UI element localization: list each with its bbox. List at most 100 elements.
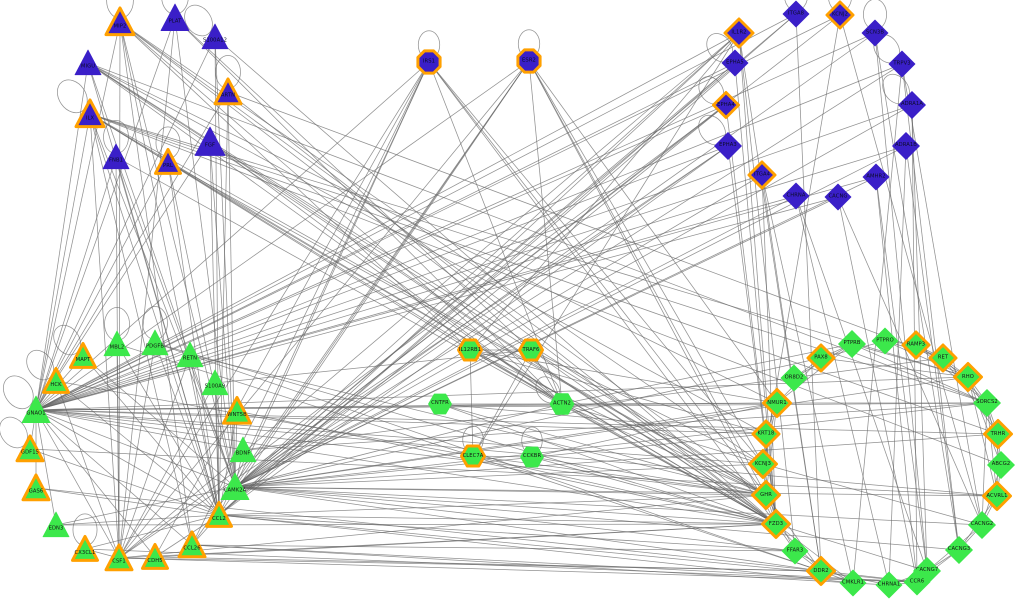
graph-edge <box>118 494 767 559</box>
graph-node-wnt5b[interactable]: WNT5B <box>219 393 256 430</box>
graph-node-traf6[interactable]: TRAF6 <box>516 335 547 366</box>
graph-node-epha4[interactable]: EPHA4 <box>710 89 743 122</box>
graph-node-irs1[interactable]: IRS1 <box>413 46 445 78</box>
graph-node-il1r2[interactable]: IL1R2 <box>721 15 757 51</box>
graph-node-esr2[interactable]: ESR2 <box>513 45 545 77</box>
self-loop-edge <box>3 375 34 410</box>
graph-node-chrna1[interactable]: CHRNA1 <box>874 570 904 600</box>
graph-edge <box>234 402 988 488</box>
graph-edge <box>528 60 764 465</box>
graph-node-kcnj2[interactable]: KCNJ2 <box>823 0 857 32</box>
graph-edge <box>35 409 220 516</box>
graph-edge <box>191 544 918 583</box>
graph-edge <box>234 376 969 488</box>
graph-node-abcg2[interactable]: ABCG2 <box>986 450 1017 481</box>
graph-node-itga8[interactable]: ITGA8 <box>781 0 811 29</box>
graph-node-epha5[interactable]: EPHA5 <box>720 48 750 78</box>
graph-node-plat[interactable]: PLAT <box>158 1 192 35</box>
graph-node-prl[interactable]: PRL <box>151 145 186 180</box>
graph-edge <box>189 354 767 496</box>
graph-edge <box>35 63 903 411</box>
graph-node-actn2[interactable]: ACTN2 <box>548 390 576 418</box>
graph-edge <box>35 409 764 465</box>
graph-edge <box>734 62 777 525</box>
graph-node-retn[interactable]: RETN <box>174 339 206 371</box>
graph-node-fgf[interactable]: FGF <box>192 124 228 160</box>
graph-edge <box>234 486 777 525</box>
graph-edge <box>35 113 91 411</box>
graph-node-ilx[interactable]: ILX <box>71 95 109 133</box>
graph-node-chrna[interactable]: CHRNA <box>781 181 811 211</box>
graph-node-adra1b[interactable]: ADRA1B <box>891 131 922 162</box>
graph-edge <box>469 349 474 457</box>
graph-edge <box>118 342 156 559</box>
graph-node-mip2[interactable]: MIP2 <box>101 3 139 41</box>
graph-node-trpv3[interactable]: TRPV3 <box>887 49 917 79</box>
graph-node-ptpro[interactable]: PTPRO <box>870 326 900 356</box>
graph-node-pax8[interactable]: PAX8 <box>804 341 838 375</box>
graph-node-ccl26[interactable]: CCL26 <box>174 527 210 563</box>
graph-edge <box>55 380 220 516</box>
graph-edge <box>981 402 988 526</box>
graph-edge <box>795 13 822 572</box>
graph-edge <box>218 13 797 516</box>
graph-node-csf1[interactable]: CSF1 <box>101 540 137 576</box>
graph-edge <box>472 455 822 572</box>
graph-edge <box>530 349 777 525</box>
graph-node-amhr2[interactable]: AMHR2 <box>861 162 891 192</box>
graph-node-ddr2[interactable]: DDR2 <box>804 554 839 589</box>
graph-node-nmur1[interactable]: NMUR1 <box>760 386 795 421</box>
graph-node-il12rb1[interactable]: IL12RB1 <box>455 335 486 366</box>
graph-node-kcnj3[interactable]: KCNJ3 <box>746 447 781 482</box>
graph-edge <box>35 61 430 411</box>
graph-edge <box>118 21 121 559</box>
graph-node-artn[interactable]: ARTN <box>210 74 246 110</box>
graph-edge <box>89 113 1002 466</box>
graph-node-pdgfb[interactable]: PDGFB <box>139 327 171 359</box>
self-loop-edge <box>26 349 54 381</box>
graph-node-adra1a[interactable]: ADRA1A <box>897 90 928 121</box>
graph-node-bdnf[interactable]: BDNF <box>227 434 259 466</box>
graph-node-mbl2[interactable]: MBL2 <box>101 328 133 360</box>
graph-edge <box>469 349 767 435</box>
graph-node-acvrl1[interactable]: ACVRL1 <box>980 479 1015 514</box>
graph-node-ptprb[interactable]: PTPRB <box>837 329 868 360</box>
graph-edge <box>35 156 117 411</box>
graph-edge <box>234 433 767 488</box>
graph-node-fnb1[interactable]: FNB1 <box>100 141 132 173</box>
graph-edge <box>561 343 853 405</box>
graph-node-cx3cl1[interactable]: CX3CL1 <box>68 532 103 567</box>
graph-node-ccr6[interactable]: CCR6 <box>902 567 932 597</box>
graph-node-cdh5[interactable]: CDH5 <box>138 540 173 575</box>
graph-node-gas6[interactable]: GAS6 <box>18 470 54 506</box>
self-loop-edge <box>53 324 81 356</box>
graph-node-epha3[interactable]: EPHA3 <box>713 131 744 162</box>
graph-edge <box>35 17 176 411</box>
graph-node-clec7a[interactable]: CLEC7A <box>458 441 489 472</box>
graph-edge <box>530 349 764 465</box>
graph-node-cntfr[interactable]: CNTFR <box>427 391 454 418</box>
graph-edge <box>35 409 156 558</box>
graph-node-cacng[interactable]: CACNG <box>823 182 853 212</box>
graph-node-trhr[interactable]: TRHR <box>981 417 1016 452</box>
graph-node-gdf15[interactable]: GDF15 <box>12 431 48 467</box>
graph-node-scn3b[interactable]: SCN3B <box>860 18 890 48</box>
graph-edge <box>234 357 822 488</box>
graph-node-s100a12[interactable]: S100A12 <box>199 21 231 53</box>
graph-edge <box>35 402 988 411</box>
graph-edge <box>35 161 169 411</box>
graph-edge <box>851 343 988 404</box>
graph-node-cacng3[interactable]: CACNG3 <box>944 535 975 566</box>
graph-node-cckbr[interactable]: CCKBR <box>519 444 546 471</box>
graph-edge <box>116 343 220 516</box>
graph-edge <box>84 514 220 550</box>
graph-edge <box>915 344 988 404</box>
graph-node-sorcs2[interactable]: SORCS2 <box>972 388 1003 419</box>
graph-edge <box>154 523 777 558</box>
graph-node-gnao1[interactable]: GNAO1 <box>19 393 53 427</box>
graph-node-itga4[interactable]: ITGA4 <box>745 158 779 192</box>
graph-node-migu[interactable]: MIGU <box>72 47 104 79</box>
graph-node-cmklr1[interactable]: CMKLR1 <box>838 568 868 598</box>
graph-edge <box>55 380 474 457</box>
